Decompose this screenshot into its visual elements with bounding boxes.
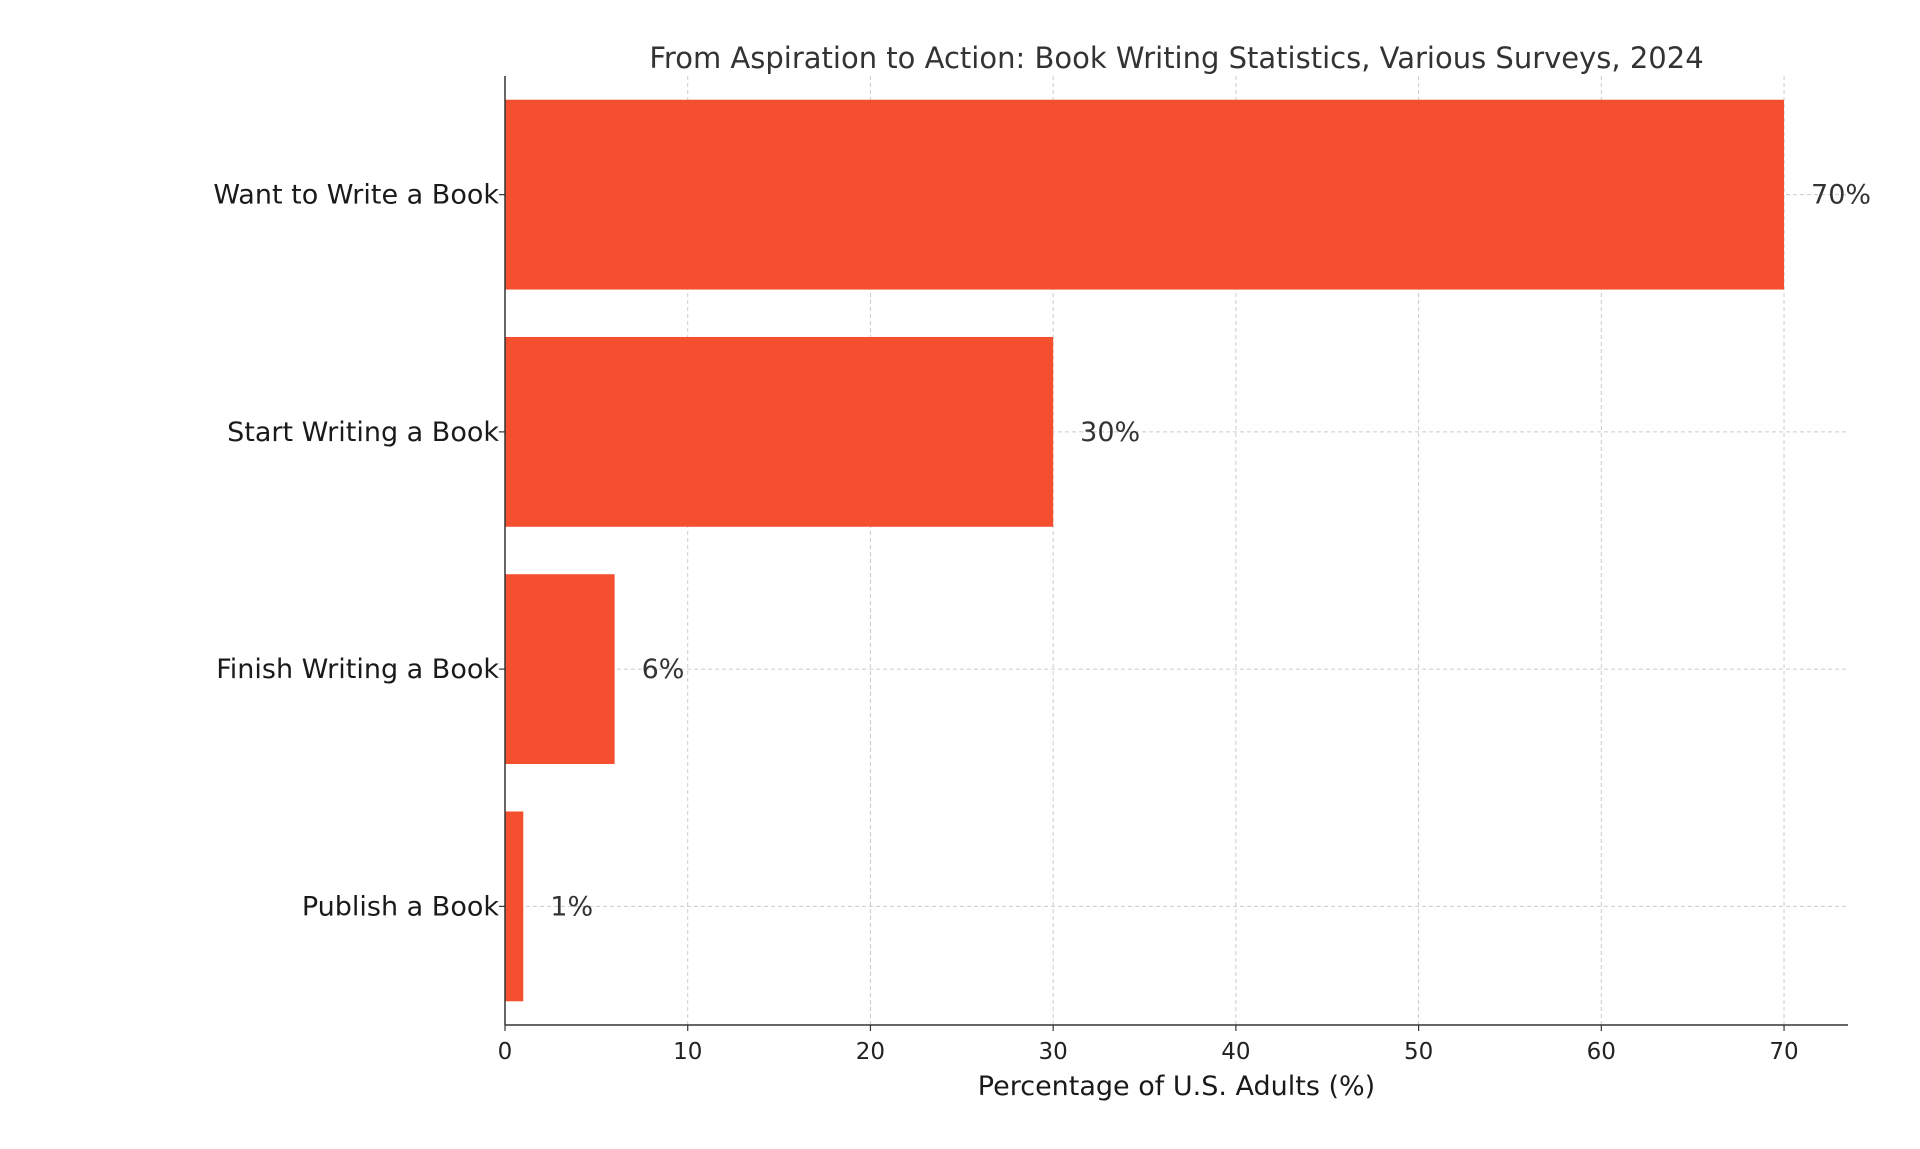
data-label: 1% [550,891,593,922]
data-label: 6% [642,654,685,685]
x-tick-label: 60 [1587,1039,1616,1065]
data-label: 70% [1811,180,1871,211]
x-tick-label: 10 [673,1039,702,1065]
bar-1 [505,336,1054,527]
bars [505,99,1785,1002]
axes [504,76,1848,1026]
x-axis-ticks: 0 10 20 30 40 50 60 70 [498,1025,1799,1065]
x-tick-label: 0 [498,1039,513,1065]
x-tick-label: 40 [1221,1039,1250,1065]
y-tick-label: Start Writing a Book [227,417,499,448]
x-tick-label: 70 [1769,1039,1798,1065]
chart-title: From Aspiration to Action: Book Writing … [649,41,1703,75]
x-tick-label: 20 [856,1039,885,1065]
y-tick-label: Finish Writing a Book [216,654,499,685]
data-label: 30% [1080,417,1140,448]
x-tick-label: 30 [1039,1039,1068,1065]
x-tick-label: 50 [1404,1039,1433,1065]
y-tick-label: Publish a Book [302,891,500,922]
bar-3 [505,811,524,1002]
y-axis-ticks: Want to Write a Book Start Writing a Book… [213,180,505,922]
bar-0 [505,99,1785,290]
data-labels: 70% 30% 6% 1% [550,180,1871,923]
x-axis-label: Percentage of U.S. Adults (%) [978,1071,1375,1102]
bar-2 [505,574,615,765]
y-tick-label: Want to Write a Book [213,180,499,211]
